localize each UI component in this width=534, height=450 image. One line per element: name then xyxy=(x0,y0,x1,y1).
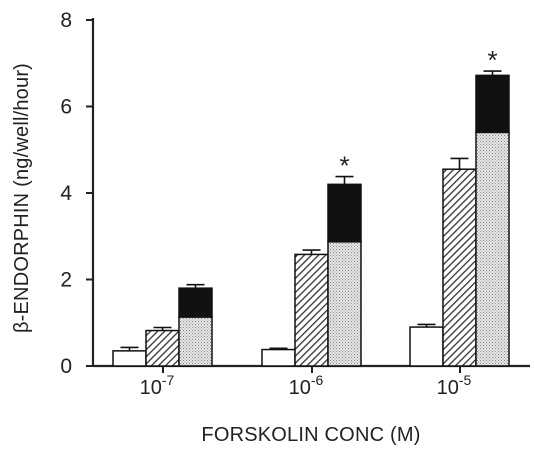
bar-upper-segment xyxy=(178,287,213,318)
bar xyxy=(112,350,147,367)
bars xyxy=(112,70,510,367)
bar-lower-segment xyxy=(178,316,213,367)
x-tick-label: 10-6 xyxy=(289,372,324,399)
x-tick-label: 10-7 xyxy=(140,372,175,399)
significance-marker: * xyxy=(339,151,349,181)
y-tick-label: 6 xyxy=(60,96,72,119)
bar-upper-segment xyxy=(475,74,510,134)
bar xyxy=(145,329,180,367)
bar-lower-segment xyxy=(475,131,510,367)
y-tick-label: 0 xyxy=(60,355,72,378)
y-tick-label: 4 xyxy=(60,182,72,205)
y-axis-title: β-ENDORPHIN (ng/well/hour) xyxy=(11,63,33,333)
significance-marker: * xyxy=(487,45,497,75)
bar xyxy=(261,348,296,367)
x-tick-label: 10-5 xyxy=(437,372,472,399)
bar xyxy=(442,168,477,367)
bar xyxy=(409,326,444,367)
labels: 0 2 4 6 8 10-7 10-6 10-5 * * β-ENDORPHIN (ng/well/… xyxy=(11,9,498,446)
x-axis-title: FORSKOLIN CONC (M) xyxy=(201,424,420,446)
bar-lower-segment xyxy=(327,241,362,367)
bar xyxy=(294,253,329,367)
bar-upper-segment xyxy=(327,183,362,243)
y-tick-label: 8 xyxy=(60,9,72,32)
y-tick-label: 2 xyxy=(60,269,72,292)
